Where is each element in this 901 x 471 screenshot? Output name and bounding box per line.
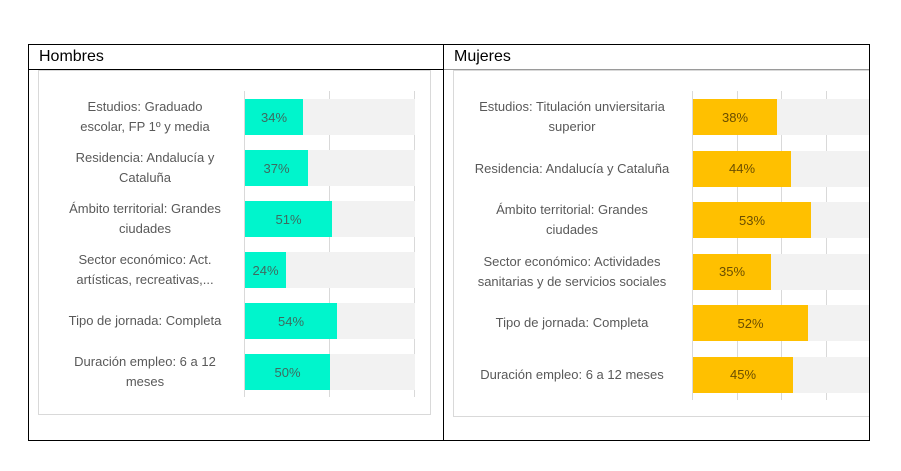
gridline-0: [692, 91, 693, 400]
category-label-line1: Sector económico: Act.: [78, 252, 212, 267]
category-label-line2: escolar, FP 1º y media: [80, 119, 210, 134]
comparison-table: Hombres Estudios: Graduado escolar, FP 1º…: [28, 44, 870, 441]
gridline-0: [244, 91, 245, 397]
category-label: Sector económico: Act. artísticas, recrea…: [59, 250, 231, 290]
value-label: 53%: [738, 212, 766, 228]
bar: 44%: [693, 150, 791, 187]
category-label: Estudios: Titulación unviersitaria superi…: [458, 97, 686, 137]
category-label-line1: Duración empleo: 6 a 12 meses: [480, 366, 664, 382]
gridline-20: [737, 91, 738, 400]
bar: 45%: [693, 356, 793, 393]
category-label: Tipo de jornada: Completa: [458, 303, 686, 343]
value-label: 45%: [729, 367, 757, 382]
men-title: Hombres: [39, 48, 104, 65]
header-separator: [29, 69, 443, 70]
category-label-line1: Residencia: Andalucía y: [75, 150, 215, 165]
category-label-line2: ciudades: [118, 221, 172, 236]
gridline-100: [414, 91, 415, 397]
value-label: 35%: [718, 264, 746, 279]
category-label: Ámbito territorial: Grandes ciudades: [59, 199, 231, 239]
table-divider: [443, 45, 444, 440]
category-label: Duración empleo: 6 a 12 meses: [59, 352, 231, 392]
value-label: 37%: [263, 160, 290, 176]
men-cell: Hombres Estudios: Graduado escolar, FP 1º…: [29, 45, 443, 440]
category-label-line1: Residencia: Andalucía y Cataluña: [474, 160, 670, 176]
category-label: Sector económico: Actividades sanitarias …: [458, 252, 686, 292]
category-label-line1: Sector económico: Actividades: [483, 253, 661, 269]
gridline-40: [781, 91, 782, 400]
bar: 34%: [245, 99, 303, 135]
category-label-line2: ciudades: [545, 222, 599, 237]
value-label: 34%: [260, 109, 288, 125]
bar: 52%: [693, 305, 808, 341]
category-label-line1: Ámbito territorial: Grandes: [69, 201, 221, 216]
category-label-line1: Tipo de jornada: Completa: [495, 315, 649, 330]
category-label-line2: sanitarias y de servicios sociales: [477, 273, 667, 289]
category-label-line2: meses: [125, 374, 165, 389]
men-chart: Estudios: Graduado escolar, FP 1º y media…: [38, 70, 431, 415]
category-label-line1: Estudios: Graduado: [87, 99, 203, 114]
value-label: 54%: [277, 313, 305, 329]
category-label: Duración empleo: 6 a 12 meses: [458, 355, 686, 395]
category-label-line1: Ámbito territorial: Grandes: [496, 202, 648, 217]
value-label: 44%: [728, 161, 756, 176]
value-label: 50%: [274, 364, 301, 380]
category-label-line2: Cataluña: [118, 170, 172, 185]
value-label: 24%: [252, 262, 279, 278]
category-label-line2: artísticas, recreativas,...: [76, 272, 214, 287]
value-label: 51%: [275, 211, 302, 227]
bar: 53%: [693, 202, 811, 238]
category-label: Ámbito territorial: Grandes ciudades: [458, 200, 686, 240]
header-separator: [444, 69, 869, 70]
bar: 50%: [245, 354, 330, 390]
category-label-line2: superior: [548, 119, 596, 134]
bar: 51%: [245, 201, 332, 237]
bar: 38%: [693, 99, 777, 135]
bar: 54%: [245, 303, 337, 339]
bar: 37%: [245, 150, 308, 186]
gridline-60: [826, 91, 827, 400]
value-label: 38%: [721, 109, 749, 125]
category-label-line1: Duración empleo: 6 a 12: [74, 354, 216, 369]
gridline-50: [329, 91, 330, 397]
category-label-line1: Estudios: Titulación unviersitaria: [479, 99, 665, 114]
bar: 35%: [693, 253, 771, 290]
women-title: Mujeres: [454, 48, 511, 65]
category-label: Residencia: Andalucía y Cataluña: [458, 149, 686, 189]
category-label: Estudios: Graduado escolar, FP 1º y media: [59, 97, 231, 137]
category-label-line1: Tipo de jornada: Completa: [68, 313, 222, 328]
category-label: Residencia: Andalucía y Cataluña: [59, 148, 231, 188]
value-label: 52%: [737, 315, 764, 331]
women-cell: Mujeres Estudios: Titulación unviersitar…: [444, 45, 869, 440]
bar: 24%: [245, 252, 286, 288]
category-label: Tipo de jornada: Completa: [59, 301, 231, 341]
women-chart: Estudios: Titulación unviersitaria superi…: [453, 70, 869, 417]
